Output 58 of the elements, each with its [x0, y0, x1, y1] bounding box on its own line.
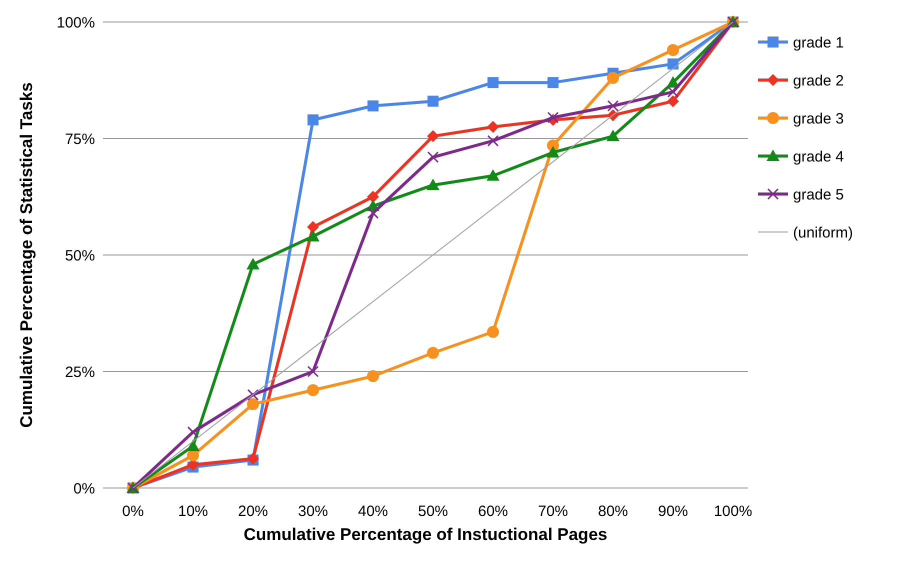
point	[307, 221, 319, 234]
point	[607, 72, 619, 84]
point	[487, 120, 499, 133]
x-tick-label: 0%	[122, 503, 144, 520]
point	[307, 366, 319, 378]
point	[546, 146, 560, 158]
point	[548, 77, 558, 88]
x-tick-label: 70%	[538, 503, 568, 520]
point	[488, 77, 498, 88]
y-tick-label: 25%	[64, 364, 95, 381]
legend-label: grade 2	[793, 72, 844, 90]
y-tick-label: 50%	[64, 247, 95, 264]
x-tick-label: 40%	[358, 503, 388, 520]
point	[547, 112, 559, 124]
point	[667, 86, 679, 98]
y-tick-label: 0%	[73, 480, 95, 498]
point	[367, 190, 379, 203]
legend-label: grade 1	[793, 34, 844, 52]
point	[427, 346, 439, 359]
point	[607, 100, 619, 112]
point	[487, 135, 499, 147]
point	[186, 440, 200, 452]
y-tick-label: 100%	[56, 14, 95, 32]
x-axis-title: Cumulative Percentage of Instuctional Pages	[244, 525, 608, 544]
point	[306, 230, 320, 242]
point	[606, 130, 620, 142]
point	[426, 178, 440, 190]
point	[187, 426, 199, 438]
point	[247, 389, 259, 401]
point	[427, 151, 439, 163]
point	[367, 370, 379, 382]
point	[487, 326, 499, 338]
x-tick-label: 30%	[298, 503, 328, 520]
x-tick-label: 90%	[658, 503, 688, 520]
point	[308, 114, 318, 126]
point	[427, 130, 439, 142]
legend-label: grade 5	[793, 186, 844, 204]
point	[668, 58, 678, 70]
legend-label: grade 3	[793, 110, 844, 128]
legend-label: grade 4	[793, 148, 844, 166]
y-axis-title: Cumulative Percentage of Statistical Tasks	[17, 82, 36, 428]
x-tick-label: 60%	[478, 503, 508, 520]
x-tick-label: 50%	[418, 503, 448, 520]
x-tick-label: 20%	[238, 503, 268, 520]
point	[667, 44, 679, 56]
x-tick-label: 80%	[598, 503, 628, 520]
x-tick-label: 100%	[714, 503, 752, 520]
point	[667, 95, 679, 108]
point	[246, 258, 260, 270]
y-tick-label: 75%	[64, 130, 95, 148]
point	[247, 398, 259, 410]
legend-label: (uniform)	[793, 224, 854, 242]
x-tick-label: 10%	[178, 503, 208, 520]
point	[368, 100, 378, 112]
point	[486, 169, 500, 181]
point	[367, 207, 379, 219]
point	[307, 384, 319, 396]
point	[428, 96, 438, 107]
